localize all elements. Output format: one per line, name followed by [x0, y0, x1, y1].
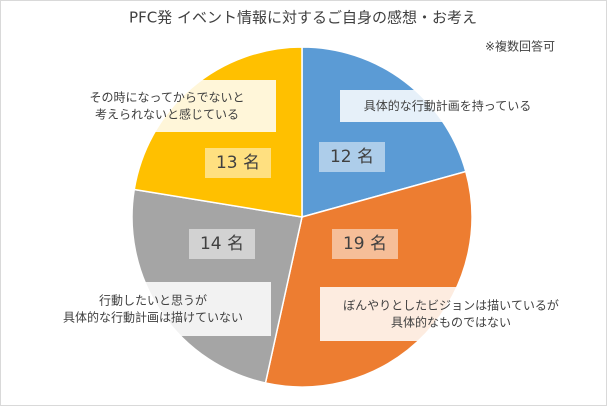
category-label: その時になってからでないと考えられないと感じている	[89, 90, 244, 121]
pie-slice	[301, 46, 467, 218]
category-label: ぼんやりとしたビジョンは描いているが具体的なものではない	[343, 297, 559, 329]
category-label-box	[35, 282, 271, 336]
value-label-box	[189, 229, 255, 259]
labels: 12 名 具体的な行動計画を持っている 19 名ぼんやりとしたビジョンは描いているが…	[35, 80, 582, 341]
value-label: 12 名	[330, 147, 374, 167]
value-label: 13 名	[216, 153, 260, 173]
value-label: 14 名	[200, 234, 244, 254]
category-label: 行動したいと思うが具体的な行動計画は描けていない	[63, 292, 243, 324]
value-label-box	[332, 229, 398, 259]
chart-title: PFC発 イベント情報に対するご自身の感想・お考え	[129, 9, 477, 27]
value-label-box	[205, 148, 271, 178]
value-label-box	[319, 142, 385, 172]
chart-subtitle: ※複数回答可	[485, 39, 555, 54]
value-label: 19 名	[343, 234, 387, 254]
category-label: 具体的な行動計画を持っている	[364, 98, 531, 113]
category-label-box	[340, 90, 555, 122]
category-label-box	[320, 287, 582, 341]
category-label-box	[58, 80, 276, 132]
